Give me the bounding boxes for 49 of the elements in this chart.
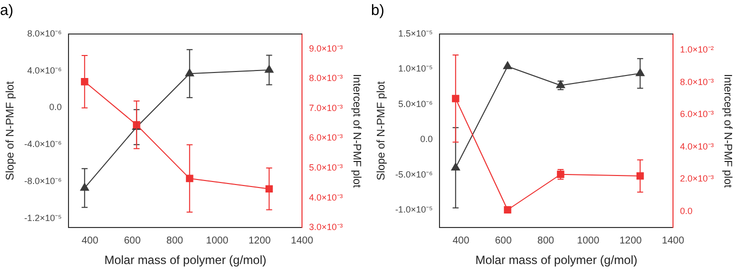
- chart-title: b): [371, 2, 384, 20]
- y2-tick-label: 6.0×10⁻³: [309, 132, 343, 143]
- y2-tick-label: 4.0×10⁻³: [680, 141, 714, 152]
- x-tick-label: 1400: [662, 235, 685, 246]
- x-tick-label: 1000: [577, 235, 600, 246]
- point: [80, 78, 88, 86]
- y2-tick-label: 3.0×10⁻³: [309, 222, 343, 232]
- x-tick-label: 1200: [619, 235, 642, 246]
- y-tick-label: 1.0×10⁻⁵: [398, 64, 433, 74]
- x-tick-label: 600: [494, 235, 512, 246]
- point: [503, 61, 512, 70]
- x-tick-label: 400: [82, 235, 99, 246]
- x-tick-label: 800: [537, 235, 555, 246]
- x-axis-title: Molar mass of polymer (g/mol): [104, 253, 266, 268]
- x-tick-label: 800: [166, 235, 184, 246]
- y-tick-label: 1.5×10⁻⁵: [398, 28, 433, 38]
- x-tick-label: 400: [452, 235, 470, 246]
- y-tick-label: -8.0×10⁻⁶: [24, 176, 62, 186]
- point: [504, 206, 512, 214]
- y2-tick-label: 1.0×10⁻²: [680, 44, 714, 55]
- y-tick-label: 0.0: [420, 134, 433, 144]
- y2-tick-label: 9.0×10⁻³: [309, 43, 343, 54]
- y-tick-label: -1.2×10⁻⁵: [24, 212, 62, 223]
- y2-tick-label: 2.0×10⁻³: [680, 174, 714, 184]
- y2-axis-title: Intercept of N-PMF plot: [721, 74, 734, 188]
- point: [265, 185, 273, 193]
- y2-tick-label: 5.0×10⁻³: [309, 162, 343, 173]
- x-tick-label: 1000: [206, 235, 229, 246]
- y-tick-label: 8.0×10⁻⁶: [27, 28, 62, 38]
- y2-tick-label: 8.0×10⁻³: [680, 76, 714, 87]
- y-axis-title: Slope of N-PMF plot: [4, 81, 17, 180]
- y-tick-label: 4.0×10⁻⁶: [27, 65, 62, 76]
- y2-tick-label: 8.0×10⁻³: [309, 73, 343, 84]
- x-tick-label: 1400: [290, 235, 314, 246]
- x-tick-label: 1200: [248, 235, 272, 246]
- y2-tick-label: 6.0×10⁻³: [680, 109, 714, 120]
- y2-tick-label: 4.0×10⁻³: [309, 192, 343, 202]
- y-axis-title: Slope of N-PMF plot: [376, 81, 388, 180]
- y-tick-label: 0.0: [49, 102, 62, 112]
- y2-tick-label: 7.0×10⁻³: [309, 102, 343, 113]
- x-axis-title: Molar mass of polymer (g/mol): [475, 253, 638, 268]
- y-tick-label: -1.0×10⁻⁵: [395, 204, 433, 214]
- x-tick-label: 600: [124, 235, 142, 246]
- y2-axis-title: Intercept of N-PMF plot: [350, 74, 362, 188]
- y-tick-label: -4.0×10⁻⁶: [24, 139, 62, 150]
- y-tick-label: -5.0×10⁻⁶: [395, 169, 433, 180]
- chart-title: a): [0, 2, 14, 20]
- y2-tick-label: 0.0: [680, 206, 693, 216]
- y-tick-label: 5.0×10⁻⁶: [398, 98, 433, 109]
